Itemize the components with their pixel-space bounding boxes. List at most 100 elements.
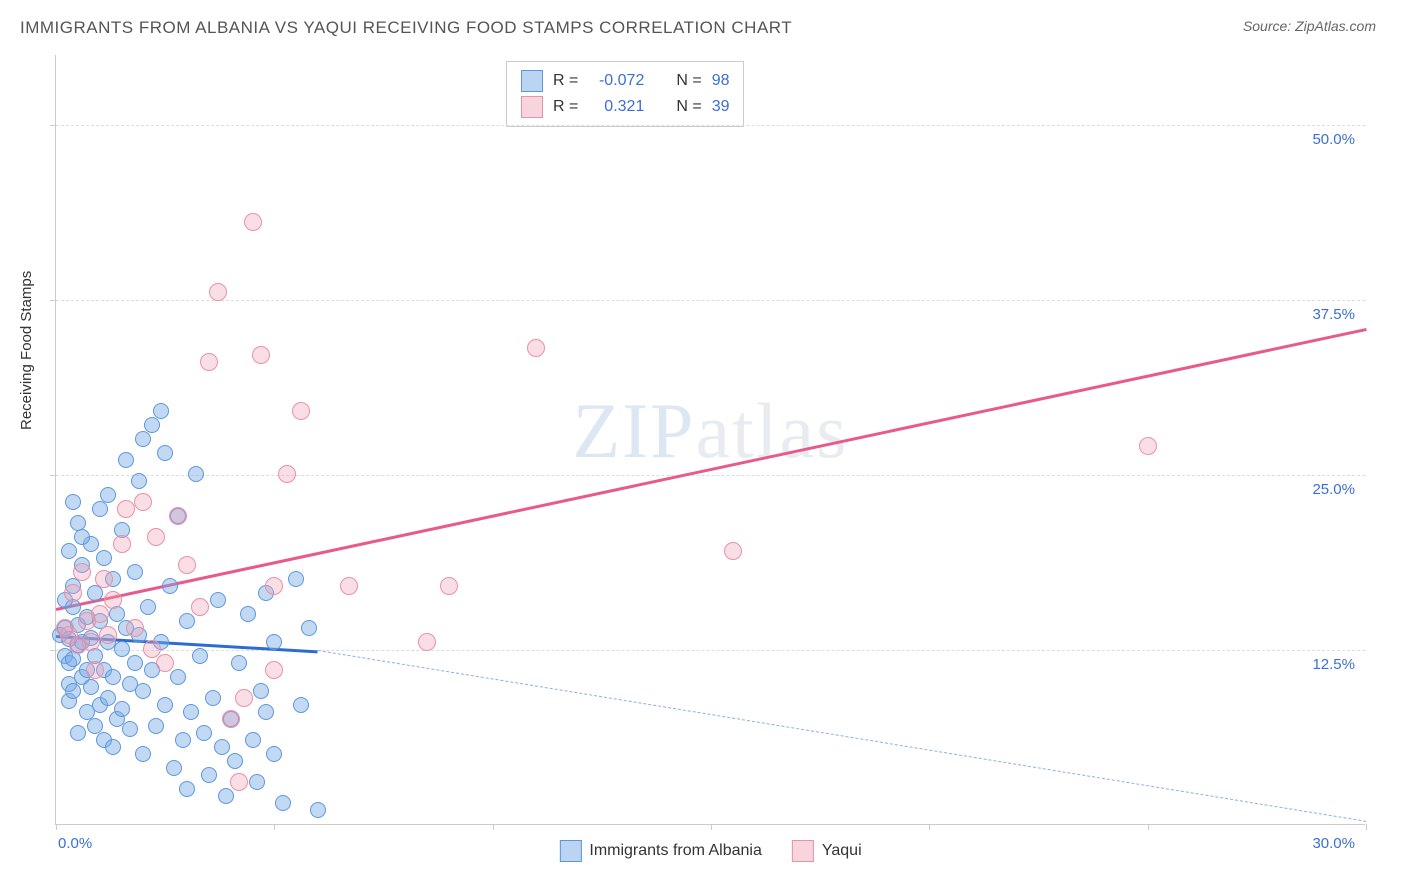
data-point-blue	[240, 606, 256, 622]
data-point-blue	[65, 494, 81, 510]
y-tick	[50, 475, 56, 476]
data-point-blue	[179, 781, 195, 797]
x-tick	[711, 824, 712, 830]
data-point-pink	[265, 577, 283, 595]
swatch-pink-icon	[792, 840, 814, 862]
data-point-blue	[100, 487, 116, 503]
data-point-pink	[82, 633, 100, 651]
trend-line-blue-dashed	[318, 650, 1366, 822]
legend-row-blue: R = -0.072 N = 98	[521, 68, 729, 94]
swatch-blue-icon	[559, 840, 581, 862]
data-point-blue	[135, 683, 151, 699]
data-point-blue	[201, 767, 217, 783]
data-point-pink	[104, 591, 122, 609]
y-tick-label: 50.0%	[1312, 131, 1355, 148]
data-point-blue	[227, 753, 243, 769]
data-point-pink	[265, 661, 283, 679]
legend-item-pink: Yaqui	[792, 840, 862, 862]
data-point-blue	[210, 592, 226, 608]
data-point-pink	[73, 563, 91, 581]
data-point-pink	[178, 556, 196, 574]
x-tick	[493, 824, 494, 830]
data-point-pink	[209, 283, 227, 301]
data-point-blue	[253, 683, 269, 699]
gridline	[56, 650, 1365, 651]
gridline	[56, 125, 1365, 126]
trend-line-pink	[56, 328, 1367, 610]
data-point-blue	[127, 564, 143, 580]
data-point-pink	[244, 213, 262, 231]
data-point-blue	[166, 760, 182, 776]
source-label: Source: ZipAtlas.com	[1243, 18, 1376, 34]
data-point-blue	[96, 550, 112, 566]
chart-title: IMMIGRANTS FROM ALBANIA VS YAQUI RECEIVI…	[20, 18, 792, 38]
legend-label-blue: Immigrants from Albania	[589, 842, 762, 860]
y-tick	[50, 300, 56, 301]
data-point-blue	[170, 669, 186, 685]
x-tick	[56, 824, 57, 830]
data-point-blue	[258, 704, 274, 720]
data-point-pink	[91, 605, 109, 623]
data-point-blue	[127, 655, 143, 671]
r-value-blue: -0.072	[588, 72, 644, 90]
data-point-blue	[83, 679, 99, 695]
legend-row-pink: R = 0.321 N = 39	[521, 94, 729, 120]
data-point-pink	[724, 542, 742, 560]
swatch-blue-icon	[521, 70, 543, 92]
data-point-blue	[105, 739, 121, 755]
watermark-atlas: atlas	[696, 387, 849, 474]
data-point-pink	[440, 577, 458, 595]
data-point-pink	[418, 633, 436, 651]
data-point-blue	[162, 578, 178, 594]
data-point-pink	[143, 640, 161, 658]
data-point-pink	[126, 619, 144, 637]
data-point-blue	[92, 501, 108, 517]
data-point-blue	[105, 669, 121, 685]
data-point-blue	[131, 473, 147, 489]
series-legend: Immigrants from Albania Yaqui	[559, 840, 861, 862]
data-point-pink	[134, 493, 152, 511]
n-label: N =	[676, 98, 701, 116]
correlation-legend: R = -0.072 N = 98 R = 0.321 N = 39	[506, 61, 744, 127]
chart-container: IMMIGRANTS FROM ALBANIA VS YAQUI RECEIVI…	[0, 0, 1406, 892]
y-tick	[50, 650, 56, 651]
n-value-blue: 98	[712, 72, 730, 90]
data-point-blue	[266, 746, 282, 762]
x-tick-label: 0.0%	[58, 835, 92, 852]
data-point-blue	[65, 683, 81, 699]
x-tick-label: 30.0%	[1312, 835, 1355, 852]
data-point-pink	[86, 661, 104, 679]
watermark: ZIPatlas	[573, 386, 849, 476]
y-tick-label: 37.5%	[1312, 306, 1355, 323]
y-tick-label: 12.5%	[1312, 656, 1355, 673]
data-point-blue	[114, 701, 130, 717]
data-point-blue	[157, 697, 173, 713]
data-point-pink	[278, 465, 296, 483]
data-point-blue	[218, 788, 234, 804]
data-point-blue	[70, 725, 86, 741]
data-point-blue	[144, 417, 160, 433]
data-point-pink	[169, 507, 187, 525]
data-point-blue	[140, 599, 156, 615]
data-point-blue	[196, 725, 212, 741]
gridline	[56, 475, 1365, 476]
data-point-blue	[114, 641, 130, 657]
legend-label-pink: Yaqui	[822, 842, 862, 860]
data-point-blue	[192, 648, 208, 664]
data-point-blue	[157, 445, 173, 461]
data-point-blue	[183, 704, 199, 720]
data-point-blue	[179, 613, 195, 629]
x-tick	[1148, 824, 1149, 830]
data-point-pink	[1139, 437, 1157, 455]
data-point-blue	[245, 732, 261, 748]
n-value-pink: 39	[712, 98, 730, 116]
data-point-blue	[135, 431, 151, 447]
x-tick	[1366, 824, 1367, 830]
x-tick	[274, 824, 275, 830]
data-point-blue	[288, 571, 304, 587]
data-point-pink	[340, 577, 358, 595]
r-label: R =	[553, 72, 578, 90]
y-tick-label: 25.0%	[1312, 481, 1355, 498]
y-axis-label: Receiving Food Stamps	[18, 271, 35, 430]
data-point-blue	[175, 732, 191, 748]
